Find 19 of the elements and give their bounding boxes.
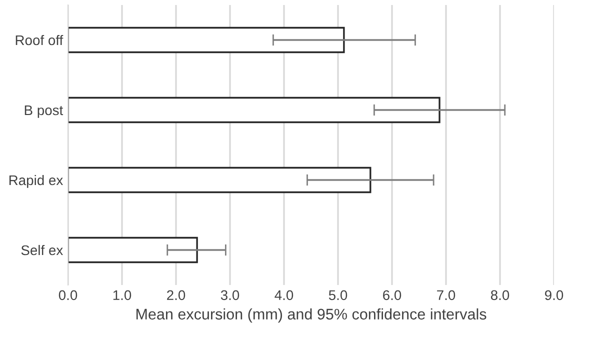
y-tick-label: Self ex <box>21 244 63 256</box>
bar <box>68 166 372 194</box>
x-tick-label: 7.0 <box>437 290 456 300</box>
x-tick-label: 2.0 <box>167 290 186 300</box>
x-tick-label: 5.0 <box>328 290 348 300</box>
x-tick-label: 3.0 <box>220 290 240 300</box>
x-axis-title: Mean excursion (mm) and 95% confidence intervals <box>136 308 486 323</box>
y-tick-label: Rapid ex <box>9 174 63 188</box>
x-tick-label: 8.0 <box>490 290 510 300</box>
x-tick-label: 9.0 <box>545 290 564 300</box>
y-tick-label: Roof off <box>16 34 64 46</box>
x-tick-label: 4.0 <box>274 290 294 300</box>
x-tick-label: 6.0 <box>383 290 402 300</box>
y-tick-label: B post <box>24 105 64 118</box>
bar <box>68 26 345 54</box>
bar <box>68 96 440 124</box>
bar <box>68 236 198 264</box>
x-tick-label: 0.0 <box>58 290 78 300</box>
x-tick-label: 1.0 <box>113 290 132 300</box>
